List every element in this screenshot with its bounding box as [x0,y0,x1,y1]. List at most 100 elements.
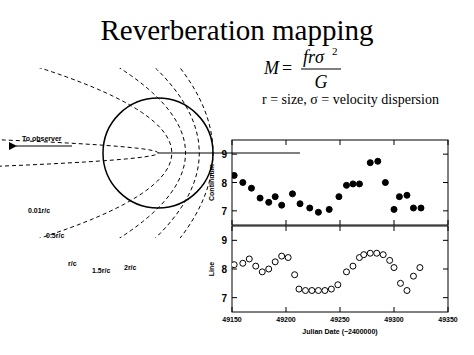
point [246,256,252,262]
y-tick-label: 7 [221,206,227,217]
plot-frame [232,226,448,312]
point [404,192,410,198]
point [375,158,381,164]
slide: Reverberation mappingM=frσ2Gr = size, σ … [0,0,474,355]
x-tick-top [232,226,233,231]
point [367,160,373,166]
x-tick-top [448,140,449,145]
point [259,269,265,275]
isodelay-label: 1.5r/c [92,267,110,274]
point [285,255,291,261]
point [292,272,298,278]
x-tick [340,307,341,312]
point [302,288,308,294]
point [404,288,410,294]
x-tick-top [286,226,287,231]
y-tick-right [443,210,448,211]
point [380,252,386,258]
x-tick-top [340,226,341,231]
y-tick [232,210,237,211]
y-tick-right [443,182,448,183]
point [248,185,254,191]
y-tick-right [443,269,448,270]
x-tick [448,220,449,225]
y-tick [232,297,237,298]
point [289,191,295,197]
point [307,205,313,211]
point [350,263,356,269]
y-tick-label: 9 [221,149,227,160]
isodelay-curve [176,68,213,238]
y-tick-label: 9 [221,235,227,246]
x-tick [286,307,287,312]
y-axis-label: Line [208,262,215,276]
chart: 49150 49200 49250 49300 49350 7 8 9 Line Julian D… [208,226,458,336]
point [367,250,373,256]
y-tick-label: 8 [221,178,227,189]
y-tick-right [443,297,448,298]
point [240,180,246,186]
y-tick-right [443,154,448,155]
point [309,288,315,294]
x-tick-label: 49350 [438,316,458,323]
point [417,265,423,271]
y-tick-label: 7 [221,293,227,304]
point [374,250,380,256]
x-tick-top [394,140,395,145]
isodelay-curves [0,68,213,238]
point [391,206,397,212]
point [315,288,321,294]
formula-numerator: frσ [303,47,325,67]
formula-lhs: M [263,58,280,78]
y-tick-label: 8 [221,264,227,275]
point [410,273,416,279]
x-tick-top [448,226,449,231]
x-tick-label: 49150 [222,316,242,323]
point [343,182,349,188]
point [322,288,328,294]
definition: r = size, σ = velocity dispersion [262,92,439,107]
isodelay-curve [150,68,199,238]
point [232,172,237,178]
arrow-label: To observer [22,135,62,142]
isodelay-label: 2r/c [124,264,137,271]
x-tick [286,220,287,225]
sightline [158,153,300,154]
x-tick [340,220,341,225]
formula-denominator: G [315,72,328,92]
observer-arrow [16,146,72,147]
chart: 7 8 9 Continuum [208,140,448,225]
x-tick-label: 49300 [384,316,404,323]
point [296,286,302,292]
point [356,181,362,187]
point [266,199,272,205]
x-tick-label: 49250 [330,316,350,323]
point [343,269,349,275]
formula-exponent: 2 [332,45,338,57]
background [0,0,474,355]
x-tick-label: 49200 [276,316,296,323]
plot-frame [232,140,448,225]
point [328,286,334,292]
point [391,265,397,271]
point [257,195,263,201]
title: Reverberation mapping [101,14,374,46]
point [272,259,278,265]
point [418,205,424,211]
y-tick [232,240,237,241]
y-tick [232,182,237,183]
point [240,260,246,266]
x-tick-top [394,226,395,231]
y-axis-label: Continuum [208,164,215,201]
marks [232,158,424,215]
point [396,194,402,200]
x-tick [394,307,395,312]
x-tick-top [232,140,233,145]
y-tick [232,154,237,155]
y-tick [232,269,237,270]
isodelay-curve [0,68,158,238]
x-tick-top [286,140,287,145]
point [336,194,342,200]
marks [232,250,423,293]
x-axis-label: Julian Date (−2400000) [302,328,377,336]
